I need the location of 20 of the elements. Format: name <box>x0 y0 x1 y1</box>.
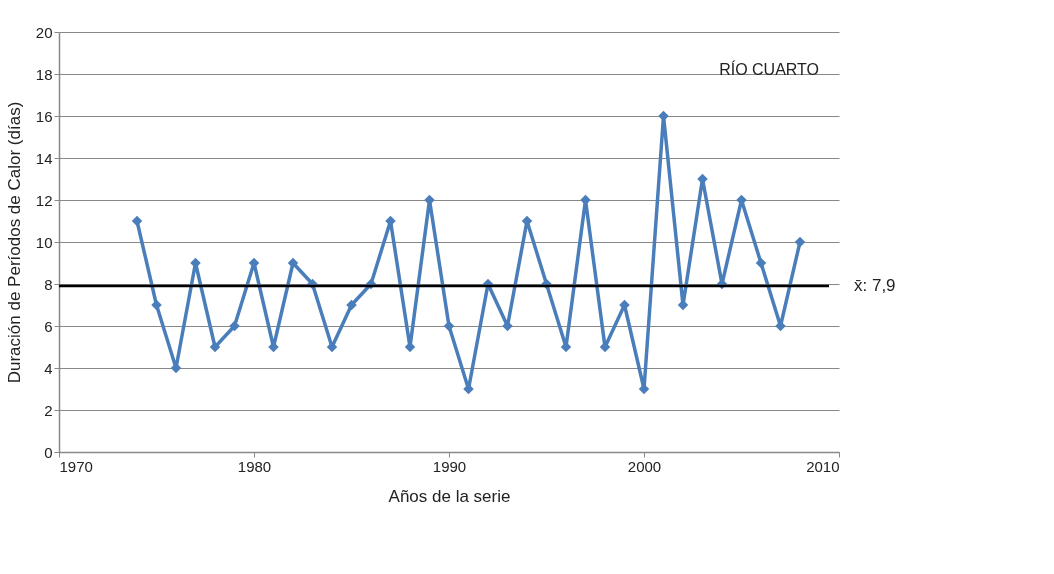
ref-line-label: x̄: 7,9 <box>854 276 896 296</box>
y-tick-label: 18 <box>35 65 53 83</box>
y-tick-label: 14 <box>35 149 53 167</box>
x-tick-label: 1970 <box>59 457 93 475</box>
y-tick-label: 6 <box>44 317 53 335</box>
y-tick-label: 4 <box>44 359 53 377</box>
y-tick-label: 8 <box>44 275 53 293</box>
y-tick-label: 2 <box>44 401 53 419</box>
x-tick-label: 2000 <box>627 457 662 475</box>
y-tick-label: 0 <box>44 443 53 461</box>
annotation: RÍO CUARTO <box>719 60 819 78</box>
y-tick-label: 16 <box>35 107 53 125</box>
x-tick-label: 2010 <box>806 457 840 475</box>
y-tick-label: 12 <box>35 191 53 209</box>
y-tick-label: 20 <box>35 23 53 41</box>
x-axis-title: Años de la serie <box>388 486 511 506</box>
x-tick-label: 1980 <box>237 457 272 475</box>
y-tick-label: 10 <box>35 233 53 251</box>
x-tick-label: 1990 <box>432 457 467 475</box>
y-axis-title: Duración de Períodos de Calor (días) <box>4 101 24 384</box>
